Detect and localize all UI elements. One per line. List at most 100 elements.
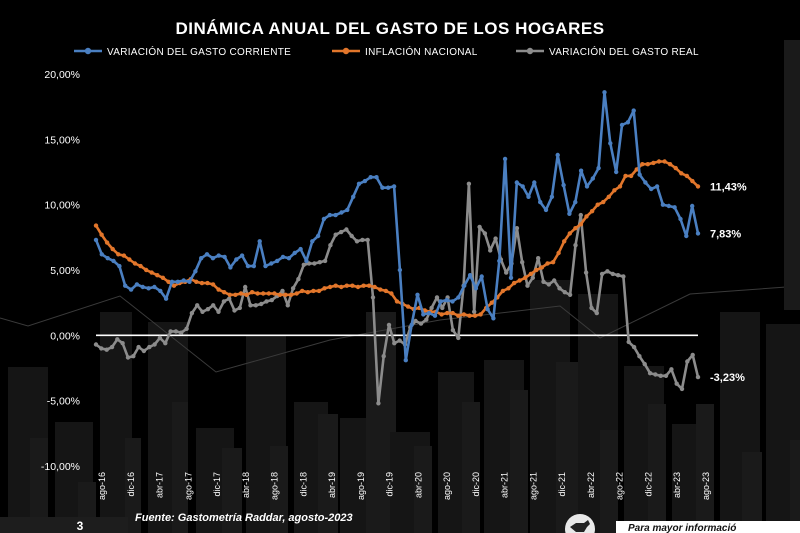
data-point — [415, 292, 420, 297]
data-point — [450, 327, 456, 333]
data-point — [253, 303, 258, 308]
y-tick-label: -10,00% — [41, 461, 80, 473]
data-point — [679, 171, 684, 176]
data-point — [169, 279, 175, 284]
data-point — [405, 304, 411, 309]
data-point — [123, 283, 128, 288]
data-point — [555, 152, 560, 158]
data-point — [479, 274, 484, 279]
data-point — [115, 337, 120, 342]
data-point — [514, 180, 519, 185]
data-point — [596, 165, 601, 171]
data-point — [552, 278, 557, 283]
data-point — [304, 258, 309, 264]
data-point — [654, 184, 660, 189]
data-point — [221, 299, 227, 304]
data-point — [663, 373, 669, 378]
data-point — [584, 214, 589, 219]
dog-logo-icon — [565, 514, 595, 533]
data-point — [383, 288, 389, 294]
data-point — [445, 310, 450, 316]
x-tick-label: dic-17 — [212, 472, 222, 497]
data-point — [310, 239, 315, 244]
data-point — [477, 224, 482, 230]
data-point — [595, 202, 600, 207]
data-point — [301, 262, 306, 267]
y-tick-label: 0,00% — [50, 330, 80, 342]
data-point — [538, 199, 543, 205]
data-point — [397, 267, 403, 273]
info-banner[interactable] — [616, 521, 800, 533]
data-point — [557, 286, 562, 291]
x-tick-label: ago-19 — [356, 472, 366, 500]
end-value-label: 7,83% — [710, 228, 741, 240]
data-point — [626, 339, 631, 345]
x-tick-label: ago-21 — [528, 472, 538, 500]
data-point — [409, 322, 414, 328]
data-point — [339, 284, 344, 290]
data-point — [266, 291, 271, 296]
data-point — [478, 312, 483, 317]
data-point — [413, 318, 418, 324]
data-point — [205, 280, 210, 286]
data-point — [317, 260, 322, 265]
data-point — [232, 308, 237, 313]
data-point — [556, 250, 561, 256]
data-point — [617, 184, 623, 189]
data-point — [134, 282, 140, 287]
data-point — [424, 317, 429, 322]
data-point — [391, 184, 397, 189]
data-point — [656, 159, 662, 164]
data-point — [311, 288, 316, 294]
data-point — [561, 182, 566, 188]
data-point — [590, 176, 595, 181]
data-point — [344, 227, 349, 232]
data-point — [647, 371, 653, 376]
data-point — [251, 263, 256, 269]
y-tick-label: -5,00% — [47, 396, 80, 408]
data-point — [584, 184, 590, 189]
background-bar — [510, 390, 528, 533]
page-number-box — [0, 517, 128, 533]
data-point — [294, 291, 299, 296]
legend-marker — [342, 47, 350, 55]
data-point — [614, 169, 619, 175]
data-point — [288, 292, 294, 297]
legend-marker — [526, 47, 534, 55]
data-point — [450, 299, 455, 304]
series-0 — [93, 90, 701, 363]
data-point — [104, 347, 109, 352]
data-point — [99, 346, 104, 351]
data-point — [316, 288, 322, 294]
data-point — [269, 261, 274, 266]
data-point — [562, 290, 567, 295]
data-point — [536, 256, 541, 261]
data-point — [362, 178, 368, 184]
data-point — [612, 188, 617, 193]
data-point — [333, 283, 338, 288]
data-point — [356, 181, 362, 186]
data-point — [255, 291, 260, 296]
data-point — [193, 269, 198, 274]
data-point — [684, 233, 689, 239]
data-point — [372, 284, 377, 290]
data-point — [350, 283, 355, 288]
data-point — [589, 209, 595, 214]
legend: VARIACIÓN DEL GASTO CORRIENTE INFLACIÓN N… — [74, 45, 699, 58]
legend-marker — [84, 47, 92, 55]
data-point — [695, 184, 701, 189]
data-point — [525, 283, 530, 288]
data-point — [160, 275, 166, 280]
background-bar — [172, 402, 188, 533]
data-point — [386, 185, 391, 190]
x-tick-label: abr-17 — [155, 472, 165, 498]
data-point — [321, 216, 327, 222]
data-point — [550, 260, 556, 265]
data-point — [351, 194, 356, 199]
data-point — [690, 203, 695, 209]
data-point — [333, 232, 338, 237]
data-point — [269, 297, 274, 303]
data-point — [514, 226, 520, 231]
data-point — [625, 120, 631, 125]
data-point — [175, 279, 180, 284]
